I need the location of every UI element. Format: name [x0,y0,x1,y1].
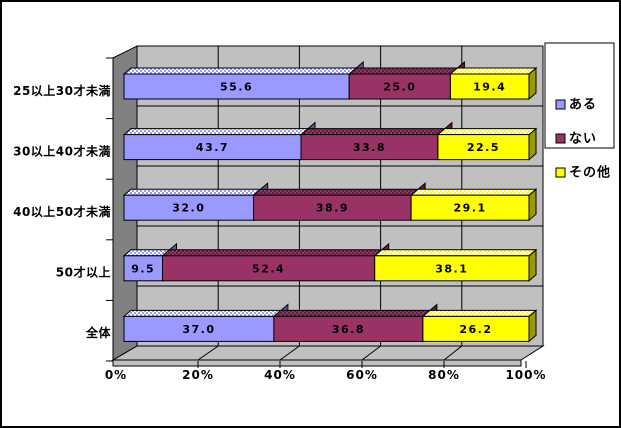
bar-value-label: 52.4 [252,262,285,275]
bar-segment [253,194,412,221]
bar-row-0: 55.6 25.0 19.4 [122,60,538,101]
bar-row-4: 37.0 36.8 26.2 [122,303,538,343]
bar-segment [410,194,530,221]
value-axis-tick-label: 0% [105,368,127,382]
floor-tick-line [443,345,463,361]
bar-segment-top [161,249,384,257]
bar-value-label: 32.0 [172,202,205,215]
bar-segment [162,255,376,282]
bar-value-label: 33.8 [353,141,386,154]
bar-segment-top [122,188,262,196]
value-axis-tick-label: 80% [428,368,460,382]
category-label: 30以上40才未満 [13,143,111,158]
legend-label: ある [569,98,597,113]
value-axis-tick-label: 60% [346,368,378,382]
legend-box [544,42,615,149]
bar-segment-top [436,128,538,136]
bar-segment [123,134,302,161]
category-label: 50才以上 [56,265,111,280]
bar-row-1: 43.7 33.8 22.5 [122,121,538,161]
bar-segment [422,315,530,342]
category-label: 40以上50才未満 [13,204,111,219]
category-label: 全体 [85,325,112,340]
bar-segment-top [272,309,432,317]
bar-segment [123,255,163,282]
bar-segment [374,255,530,282]
value-axis-tick-label: 40% [264,368,296,382]
bar-segment-top [449,67,538,75]
bar-segment [123,315,275,342]
bar-segment [437,134,530,161]
legend-label: その他 [569,165,611,181]
bar-value-label: 9.5 [131,262,155,275]
bar-segment-top [122,67,358,75]
bar-segment-top [252,188,420,196]
bar-value-label: 36.8 [332,323,365,336]
value-axis-tick-label: 20% [182,368,214,382]
bar-segment-top [421,309,538,317]
legend-label: ない [569,132,597,147]
floor-tick-line [197,345,219,361]
bar-segment-top [347,67,459,75]
bar-value-label: 22.5 [467,141,500,154]
bar-segment-top [409,188,538,196]
legend-swatch-2 [555,167,566,178]
bar-value-label: 55.6 [220,81,253,94]
bar-segment-top [122,128,310,136]
bar-value-label: 38.1 [435,262,468,275]
bar-row-2: 32.0 38.9 29.1 [122,182,538,222]
bar-segment-top [299,128,447,136]
bar-segment [300,134,439,161]
bar-segment-top [373,249,538,257]
floor-tick-line [361,345,381,361]
bar-value-label: 37.0 [182,323,215,336]
bar-segment [449,73,530,100]
bar-value-label: 26.2 [459,323,492,336]
legend-swatch-0 [555,99,566,110]
floor-tick-line [279,345,300,361]
bar-value-label: 43.7 [196,141,229,154]
bar-segment-top [122,249,171,257]
plot-floor [111,345,545,368]
bar-value-label: 25.0 [383,81,416,94]
bar-value-label: 19.4 [473,81,506,94]
category-label: 25以上30才未満 [13,83,111,98]
bar-value-label: 38.9 [316,202,349,215]
bar-row-3: 9.5 52.4 38.1 [122,242,538,282]
bar-value-label: 29.1 [454,202,487,215]
value-axis-tick-label: 100% [505,368,546,382]
legend-swatch-1 [555,133,566,144]
bar-segment-top [122,309,283,317]
bar-segment [123,194,255,221]
bar-segment [123,73,350,100]
